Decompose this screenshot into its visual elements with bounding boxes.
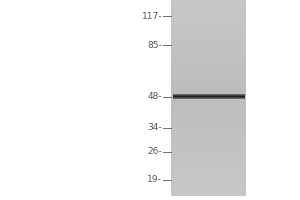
Bar — [171, 16, 246, 20]
Bar — [171, 169, 246, 173]
Bar — [171, 193, 246, 196]
Bar — [171, 70, 246, 73]
Bar — [171, 149, 246, 153]
Bar — [171, 189, 246, 193]
Bar — [171, 103, 246, 106]
Bar — [171, 56, 246, 60]
Bar — [171, 109, 246, 113]
Bar — [171, 40, 246, 43]
Bar — [171, 30, 246, 33]
Bar — [171, 129, 246, 133]
Text: 34-: 34- — [147, 123, 162, 132]
Bar — [171, 33, 246, 36]
Bar — [171, 119, 246, 123]
Text: 48-: 48- — [147, 92, 162, 101]
Bar — [171, 46, 246, 50]
Bar — [171, 10, 246, 13]
Bar — [171, 80, 246, 83]
Text: 117-: 117- — [142, 12, 162, 21]
Bar — [171, 73, 246, 76]
Bar — [171, 93, 246, 96]
Bar — [171, 163, 246, 166]
Bar — [171, 176, 246, 179]
Bar — [171, 126, 246, 129]
Bar — [171, 96, 246, 99]
Bar — [171, 66, 246, 70]
Bar — [171, 153, 246, 156]
Text: 26-: 26- — [147, 147, 162, 156]
Bar — [171, 123, 246, 126]
Bar — [171, 133, 246, 136]
Bar — [171, 186, 246, 189]
Bar — [171, 139, 246, 143]
Bar — [171, 159, 246, 163]
Bar — [171, 143, 246, 146]
Bar — [171, 60, 246, 63]
Bar — [171, 50, 246, 53]
Bar — [171, 6, 246, 10]
Bar — [171, 23, 246, 26]
Bar — [171, 3, 246, 6]
Bar — [171, 53, 246, 56]
Bar — [171, 99, 246, 103]
Bar — [171, 63, 246, 66]
Bar — [171, 156, 246, 159]
Text: 85-: 85- — [147, 41, 162, 50]
Bar — [171, 76, 246, 80]
Bar — [171, 106, 246, 109]
Bar — [171, 13, 246, 16]
Bar — [171, 0, 246, 3]
Bar — [171, 146, 246, 149]
Bar — [171, 43, 246, 46]
Bar — [171, 90, 246, 93]
Bar — [171, 166, 246, 169]
Bar — [171, 83, 246, 86]
Bar — [171, 183, 246, 186]
Bar — [171, 116, 246, 119]
Bar — [171, 179, 246, 183]
Bar — [171, 173, 246, 176]
Bar — [171, 113, 246, 116]
Bar — [171, 20, 246, 23]
Bar — [171, 86, 246, 90]
Text: 19-: 19- — [147, 175, 162, 184]
Bar — [171, 26, 246, 30]
Bar — [171, 36, 246, 40]
Bar — [171, 136, 246, 139]
